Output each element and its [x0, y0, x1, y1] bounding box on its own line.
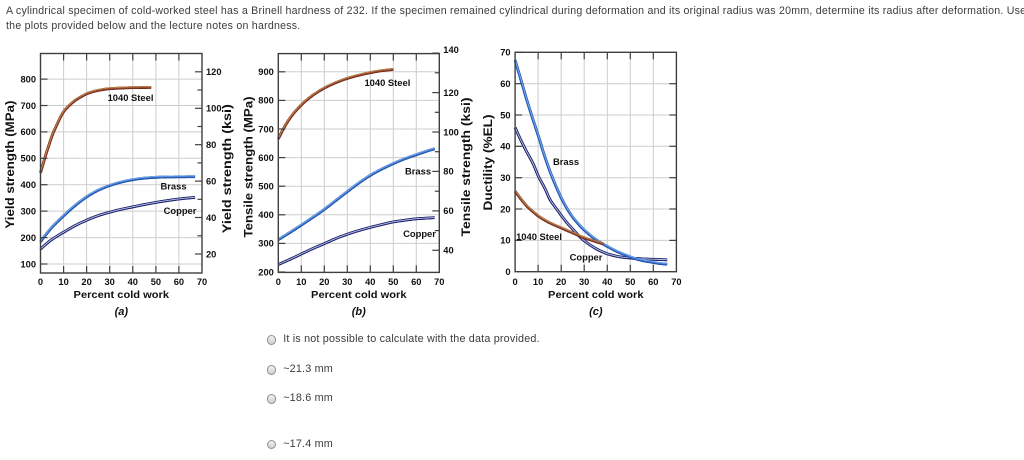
- svg-text:140: 140: [443, 45, 459, 55]
- svg-text:600: 600: [258, 153, 274, 163]
- svg-text:100: 100: [20, 259, 36, 269]
- svg-text:60: 60: [648, 277, 658, 287]
- svg-text:20: 20: [319, 277, 329, 287]
- svg-text:200: 200: [20, 233, 36, 243]
- svg-text:Copper: Copper: [403, 228, 436, 239]
- svg-text:(c): (c): [589, 306, 603, 318]
- svg-text:Percent cold work: Percent cold work: [548, 289, 644, 301]
- svg-text:Percent cold work: Percent cold work: [311, 289, 407, 301]
- svg-text:30: 30: [500, 173, 510, 183]
- svg-text:500: 500: [258, 182, 274, 192]
- svg-text:900: 900: [258, 67, 274, 77]
- svg-text:60: 60: [174, 277, 184, 287]
- svg-text:120: 120: [443, 88, 459, 98]
- svg-text:70: 70: [671, 277, 681, 287]
- svg-text:70: 70: [434, 277, 444, 287]
- svg-text:30: 30: [579, 277, 589, 287]
- svg-text:20: 20: [556, 277, 566, 287]
- svg-text:700: 700: [258, 124, 274, 134]
- svg-text:0: 0: [513, 277, 518, 287]
- svg-text:1040 Steel: 1040 Steel: [108, 92, 154, 103]
- svg-text:40: 40: [602, 277, 612, 287]
- svg-text:10: 10: [296, 277, 306, 287]
- svg-text:50: 50: [500, 110, 510, 120]
- svg-text:800: 800: [20, 74, 36, 84]
- svg-text:300: 300: [20, 206, 36, 216]
- svg-text:0: 0: [38, 277, 43, 287]
- svg-text:30: 30: [105, 277, 115, 287]
- svg-text:500: 500: [20, 154, 36, 164]
- svg-text:400: 400: [20, 180, 36, 190]
- svg-text:200: 200: [258, 267, 274, 277]
- svg-text:10: 10: [58, 277, 68, 287]
- svg-text:Percent cold work: Percent cold work: [74, 289, 170, 301]
- svg-text:20: 20: [206, 249, 216, 259]
- svg-text:1040 Steel: 1040 Steel: [364, 77, 410, 88]
- svg-text:120: 120: [206, 67, 222, 77]
- svg-text:800: 800: [258, 96, 274, 106]
- svg-text:100: 100: [206, 104, 222, 114]
- svg-text:1040 Steel: 1040 Steel: [516, 231, 562, 242]
- svg-text:40: 40: [128, 277, 138, 287]
- svg-text:60: 60: [500, 79, 510, 89]
- svg-text:Brass: Brass: [160, 181, 186, 192]
- svg-text:70: 70: [500, 48, 510, 58]
- svg-text:50: 50: [625, 277, 635, 287]
- svg-text:40: 40: [500, 142, 510, 152]
- svg-text:80: 80: [443, 167, 453, 177]
- svg-text:0: 0: [276, 277, 281, 287]
- svg-text:30: 30: [342, 277, 352, 287]
- svg-text:100: 100: [443, 127, 459, 137]
- svg-text:0: 0: [505, 267, 510, 277]
- svg-text:Yield strength (MPa): Yield strength (MPa): [3, 101, 17, 229]
- svg-text:50: 50: [388, 277, 398, 287]
- svg-text:Brass: Brass: [405, 165, 431, 176]
- svg-text:(a): (a): [115, 306, 129, 318]
- svg-text:Yield strength (ksi): Yield strength (ksi): [220, 104, 234, 233]
- svg-text:60: 60: [443, 206, 453, 216]
- svg-text:Copper: Copper: [164, 205, 197, 216]
- svg-text:700: 700: [20, 101, 36, 111]
- svg-text:20: 20: [81, 277, 91, 287]
- svg-text:80: 80: [206, 140, 216, 150]
- svg-text:60: 60: [206, 176, 216, 186]
- svg-text:Ductility (%EL): Ductility (%EL): [481, 115, 495, 211]
- svg-text:Copper: Copper: [570, 252, 603, 263]
- svg-text:300: 300: [258, 239, 274, 249]
- svg-text:10: 10: [533, 277, 543, 287]
- svg-text:60: 60: [411, 277, 421, 287]
- svg-text:40: 40: [443, 246, 453, 256]
- svg-text:(b): (b): [352, 306, 366, 318]
- svg-text:Tensile strength (MPa): Tensile strength (MPa): [241, 97, 255, 238]
- svg-text:40: 40: [365, 277, 375, 287]
- svg-text:40: 40: [206, 213, 216, 223]
- svg-text:400: 400: [258, 210, 274, 220]
- svg-text:20: 20: [500, 204, 510, 214]
- svg-text:Tensile strength (ksi): Tensile strength (ksi): [459, 98, 473, 237]
- svg-text:600: 600: [20, 127, 36, 137]
- svg-text:70: 70: [197, 277, 207, 287]
- svg-text:Brass: Brass: [553, 156, 579, 167]
- svg-text:10: 10: [500, 236, 510, 246]
- svg-text:50: 50: [151, 277, 161, 287]
